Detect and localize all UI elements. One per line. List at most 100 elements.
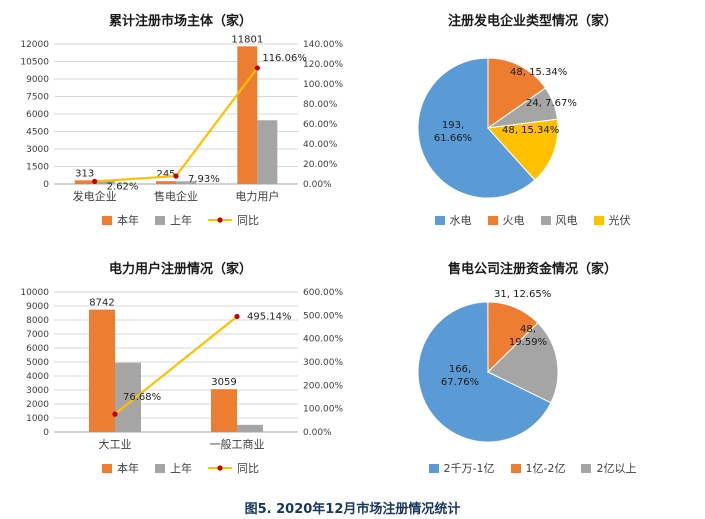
category-label: 电力用户: [235, 189, 279, 203]
legend-swatch-icon: [102, 215, 112, 225]
bar-series-1: [211, 389, 237, 432]
y-left-tick: 7500: [26, 93, 49, 103]
legend-line-icon: [208, 465, 232, 471]
line-marker: [254, 65, 260, 71]
y-left-tick: 8000: [26, 316, 49, 326]
combo-plot-area: 0 1500 3000 4500 6000 7500 9000 10500 12000 0.00%…: [8, 32, 353, 208]
chart-legend: 2千万-1亿 1亿-2亿 2亿以上: [360, 460, 705, 476]
y-right-tick: 500.00%: [303, 311, 343, 321]
y-left-tick: 3000: [26, 386, 49, 396]
legend-swatch-icon: [581, 463, 592, 473]
legend-item: 光伏: [593, 212, 631, 228]
bar-value-label: 11801: [231, 34, 263, 45]
legend-item: 同比: [208, 460, 259, 476]
chart-legend: 本年 上年 同比: [8, 212, 353, 228]
slice-label: 48, 15.34%: [502, 125, 559, 136]
y-left-tick: 10500: [20, 58, 49, 68]
slice-label: 166,: [449, 364, 471, 375]
bar-value-label: 313: [75, 168, 94, 179]
legend-swatch-icon: [155, 463, 165, 473]
legend-item: 2亿以上: [581, 460, 636, 476]
y-right-tick: 40.00%: [303, 140, 338, 150]
line-value-label: 2.62%: [107, 181, 139, 192]
y-left-tick: 2000: [26, 400, 49, 410]
legend-item: 上年: [155, 212, 192, 228]
y-left-tick: 12000: [20, 40, 49, 50]
y-left-tick: 1500: [26, 163, 49, 173]
bar-series-1: [89, 309, 115, 432]
slice-label: 19.59%: [509, 337, 547, 348]
y-right-tick: 100.00%: [303, 405, 343, 415]
legend-label: 1亿-2亿: [525, 462, 566, 475]
line-value-label: 7.93%: [188, 174, 220, 185]
bar-series-2: [237, 424, 263, 432]
category-label: 一般工商业: [210, 437, 265, 451]
y-right-tick: 0.00%: [303, 428, 332, 438]
y-left-tick: 9000: [26, 75, 49, 85]
bar-series-1: [156, 181, 176, 184]
y-left-tick: 4500: [26, 128, 49, 138]
chart-generation-enterprise-types: 注册发电企业类型情况（家） 193, 61.66% 48, 15.34% 24, 7.…: [360, 4, 705, 248]
category-label: 售电企业: [154, 189, 198, 203]
cumulative-market-entities-svg: 0 1500 3000 4500 6000 7500 9000 10500 12000 0.00%…: [20, 34, 343, 203]
slice-label: 67.76%: [441, 377, 479, 388]
bar-value-label: 8742: [89, 298, 114, 309]
y-left-tick: 6000: [26, 110, 49, 120]
chart-cumulative-market-entities: 累计注册市场主体（家） 0 1500 3000 4500 6000 7500 9000 105…: [8, 4, 353, 248]
chart-title: 注册发电企业类型情况（家）: [447, 14, 617, 29]
bar-value-label: 3059: [211, 377, 236, 388]
chart-legend: 本年 上年 同比: [8, 460, 353, 476]
yoy-trend-line: [114, 315, 238, 415]
y-left-tick: 10000: [20, 288, 49, 298]
figure-caption: 图5. 2020年12月市场注册情况统计: [244, 502, 461, 517]
yoy-trend-line: [94, 67, 259, 183]
power-user-registration-svg: 0 1000 2000 3000 4000 5000 6000 7000 8000 9000 100…: [20, 288, 343, 451]
legend-label: 火电: [502, 214, 525, 227]
legend-label: 风电: [555, 214, 578, 227]
generation-enterprise-types-svg: 193, 61.66% 48, 15.34% 24, 7.67% 48, 15.34%: [417, 57, 577, 199]
legend-label: 上年: [170, 214, 192, 227]
pie-slice: [487, 57, 547, 129]
legend-item: 1亿-2亿: [510, 460, 566, 476]
legend-swatch-icon: [593, 215, 604, 225]
pie-slice: [486, 118, 559, 181]
legend-item: 本年: [102, 460, 139, 476]
legend-label: 同比: [237, 214, 259, 227]
legend-line-icon: [208, 217, 232, 223]
y-left-tick: 5000: [26, 358, 49, 368]
line-value-label: 495.14%: [247, 311, 292, 322]
chart-sales-company-registered-capital: 售电公司注册资金情况（家） 166, 67.76% 31, 12.65% 48, 19.…: [360, 252, 705, 496]
pie-slice: [417, 301, 552, 443]
combo-plot-area: 0 1000 2000 3000 4000 5000 6000 7000 8000 9000 100…: [8, 280, 353, 456]
bar-series-1: [237, 46, 258, 184]
line-marker: [112, 411, 118, 417]
legend-item: 风电: [540, 212, 578, 228]
legend-label: 本年: [117, 214, 139, 227]
legend-label: 2千万-1亿: [443, 462, 495, 475]
y-right-tick: 20.00%: [303, 160, 338, 170]
line-marker: [173, 173, 179, 179]
pie-slice: [417, 57, 536, 199]
y-right-tick: 100.00%: [303, 80, 343, 90]
sales-company-registered-capital-svg: 166, 67.76% 31, 12.65% 48, 19.59%: [417, 289, 559, 443]
line-value-label: 76.68%: [123, 392, 161, 403]
bar-series-2: [257, 120, 278, 184]
legend-label: 本年: [117, 462, 139, 475]
legend-label: 水电: [449, 214, 472, 227]
bar-series-1: [74, 180, 95, 184]
legend-swatch-icon: [510, 463, 521, 473]
legend-swatch-icon: [540, 215, 551, 225]
y-left-tick: 0: [43, 180, 49, 190]
y-left-tick: 7000: [26, 330, 49, 340]
bar-series-2: [94, 180, 115, 184]
y-right-tick: 600.00%: [303, 288, 343, 298]
chart-title: 售电公司注册资金情况（家）: [447, 262, 617, 277]
legend-swatch-icon: [102, 463, 112, 473]
legend-swatch-icon: [487, 215, 498, 225]
slice-label: 61.66%: [434, 133, 472, 144]
line-value-label: 116.06%: [262, 53, 307, 64]
chart-title: 累计注册市场主体（家）: [108, 14, 252, 29]
legend-label: 上年: [170, 462, 192, 475]
y-right-tick: 300.00%: [303, 358, 343, 368]
legend-label: 同比: [237, 462, 259, 475]
